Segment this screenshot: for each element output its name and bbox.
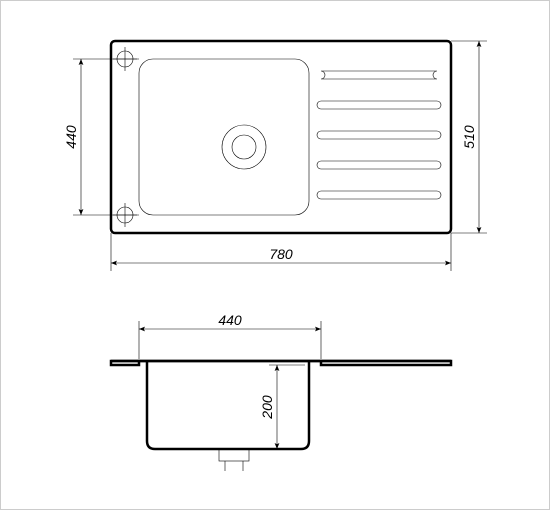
top-view: 780 440 510	[63, 41, 487, 271]
technical-drawing: 780 440 510 440 200	[0, 0, 550, 510]
drain-stub	[219, 449, 249, 471]
dim-label-780: 780	[269, 246, 293, 262]
section-view: 440 200	[111, 312, 451, 471]
section-profile	[111, 361, 451, 449]
dim-label-440-section: 440	[218, 312, 242, 328]
dim-label-440-left: 440	[63, 125, 79, 149]
dim-label-200: 200	[259, 395, 275, 420]
drain-icon	[222, 125, 266, 169]
dim-label-510: 510	[461, 125, 477, 149]
drawing-canvas: 780 440 510 440 200	[1, 1, 550, 511]
drainboard-grooves	[317, 71, 441, 199]
tap-holes	[113, 47, 137, 227]
sink-outline	[111, 41, 451, 233]
bowl-outline	[139, 59, 309, 215]
